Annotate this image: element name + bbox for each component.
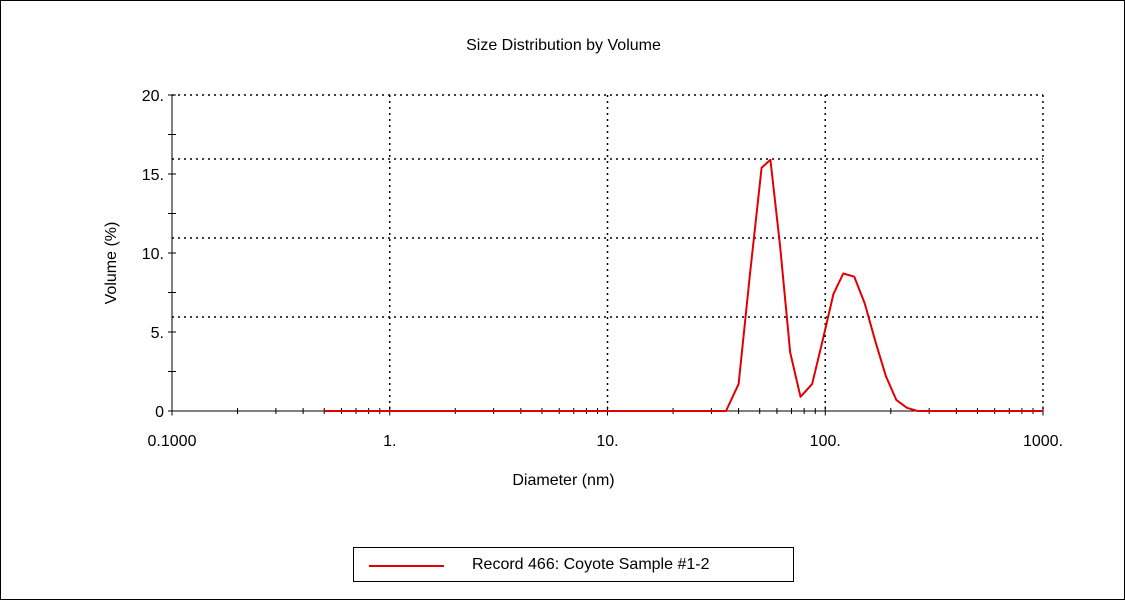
chart-title: Size Distribution by Volume — [466, 37, 661, 54]
series-line — [324, 158, 1043, 412]
x-tick-label: 1000. — [1023, 433, 1063, 450]
legend-swatch — [369, 565, 444, 567]
y-tick-label: 10. — [142, 246, 164, 263]
x-tick-label: 100. — [810, 433, 841, 450]
y-tick-label: 15. — [142, 167, 164, 184]
y-tick-label: 20. — [142, 88, 164, 105]
y-tick-label: 0 — [155, 404, 164, 421]
legend: Record 466: Coyote Sample #1-2 — [353, 547, 794, 582]
x-tick-label: 0.1000 — [148, 433, 197, 450]
x-tick-label: 10. — [596, 433, 618, 450]
legend-label: Record 466: Coyote Sample #1-2 — [472, 556, 710, 573]
x-axis-label: Diameter (nm) — [512, 472, 615, 489]
y-tick-label: 5. — [151, 325, 164, 342]
y-axis-label: Volume (%) — [103, 221, 120, 305]
x-tick-label: 1. — [383, 433, 396, 450]
